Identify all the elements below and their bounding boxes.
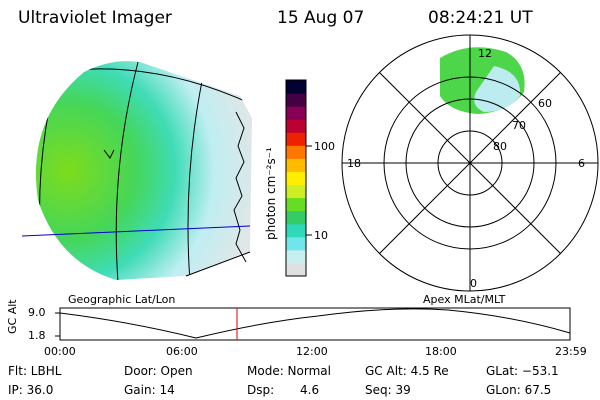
image-time: 08:24:21 UT [428,8,533,28]
glat-info: GLat: −53.1 [486,364,559,378]
colorbar-segment [286,132,306,146]
seq-info: Seq: 39 [365,383,411,397]
filter-info: Flt: LBHL [8,364,62,378]
colorbar-segment [286,197,306,212]
coastline [233,111,247,263]
meridian-line [115,61,139,280]
colorbar-segment [286,223,306,238]
mode-info: Mode: Normal [247,364,331,378]
ip-info: IP: 36.0 [8,383,54,397]
lat-label-70: 70 [512,119,526,132]
gain-info: Gain: 14 [124,383,175,397]
gc-alt-info: GC Alt: 4.5 Re [365,364,449,378]
colorbar-segment [286,119,306,133]
colorbar-tick-label-10: 10 [314,229,328,242]
apex-map-label: Apex MLat/MLT [423,293,506,306]
altitude-xtick-0600: 06:00 [166,345,198,358]
colorbar-segment [286,80,306,94]
colorbar-segment [286,93,306,107]
colorbar-tick-label-100: 100 [314,140,335,153]
altitude-ytick-9: 9.0 [28,306,46,319]
colorbar-segment [286,210,306,225]
image-date: 15 Aug 07 [277,8,365,28]
satellite-track-line [21,225,251,237]
colorbar-segment [286,184,306,199]
colorbar-segment [286,145,306,159]
colorbar-segment [286,249,306,264]
mlt-label-0: 0 [470,277,477,290]
dsp-label: Dsp: [247,383,275,397]
altitude-xtick-0000: 00:00 [44,345,76,358]
altitude-xtick-1800: 18:00 [425,345,457,358]
colorbar-segment [286,106,306,120]
altitude-ytick-1-8: 1.8 [28,329,46,342]
altitude-xtick-2359: 23:59 [555,345,587,358]
earth-disk-image [35,61,252,280]
mlt-label-6: 6 [578,157,585,170]
geographic-map-label: Geographic Lat/Lon [68,293,176,306]
colorbar-segment [286,158,306,172]
colorbar-segment [286,262,306,277]
coastline [103,149,115,159]
instrument-title: Ultraviolet Imager [18,8,172,28]
altitude-xtick-1200: 12:00 [296,345,328,358]
mlt-label-18: 18 [347,157,361,170]
lat-label-80: 80 [493,140,507,153]
meridian-line [187,61,207,280]
altitude-curve [59,308,571,339]
colorbar-segment [286,236,306,251]
mlt-label-12: 12 [478,47,492,60]
limb-outline [185,251,251,277]
door-info: Door: Open [124,364,193,378]
lat-label-60: 60 [538,97,552,110]
altitude-ylabel: GC Alt [6,299,19,334]
colorbar-segment [286,171,306,186]
glon-info: GLon: 67.5 [486,383,552,397]
dsp-value: 4.6 [300,383,320,397]
